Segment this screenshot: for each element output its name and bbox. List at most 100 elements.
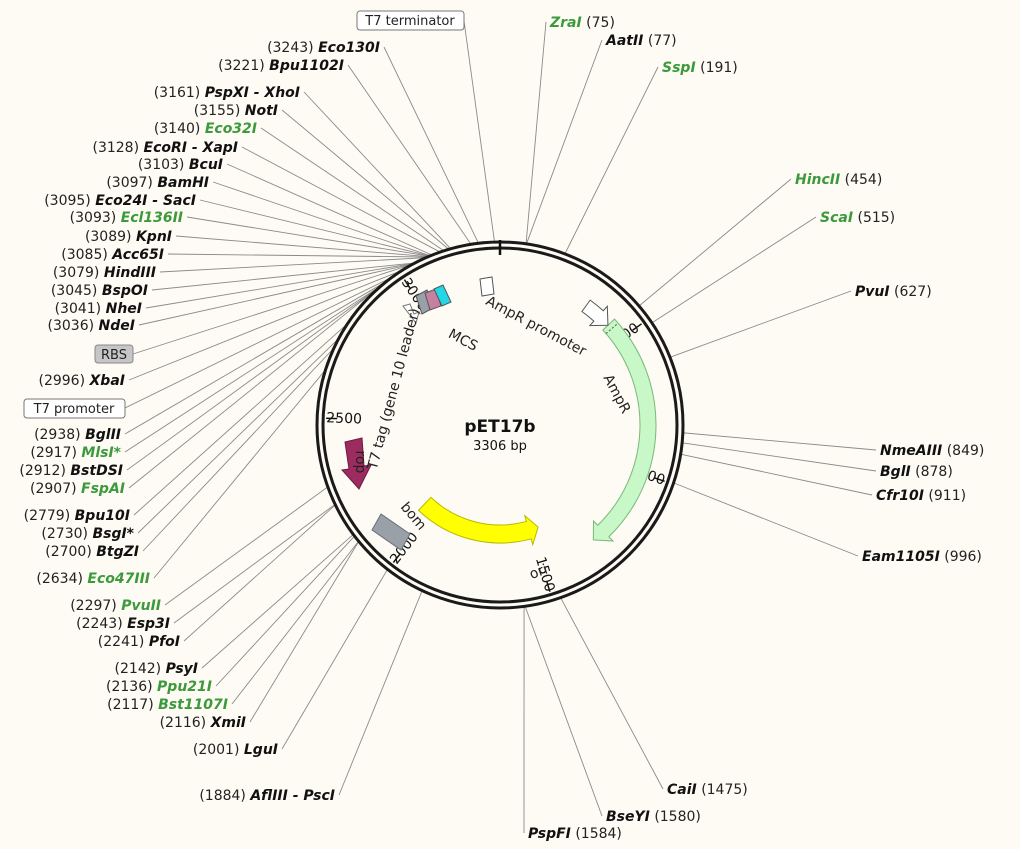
site-position: (3089) [85,229,132,245]
leader-line [186,216,428,257]
site-position: (3045) [51,283,98,299]
rop-label: rop [352,451,368,474]
site-cfr10i: Cfr10I (911) [876,488,966,504]
svg-text:(3036) NdeI: (3036) NdeI [48,318,135,334]
site-position: (2243) [76,616,123,632]
svg-text:(3161) PspXI - XhoI: (3161) PspXI - XhoI [154,85,300,101]
t7-terminator-box: T7 terminator [356,10,465,31]
rbs-label: RBS [101,348,127,363]
svg-text:(2938) BglII: (2938) BglII [34,427,121,443]
enzyme-name: AflIII - PscI [249,788,335,804]
site-position: (996) [944,549,982,565]
svg-text:(3140) Eco32I: (3140) Eco32I [154,121,257,137]
site-position: (3041) [55,301,102,317]
tick-mark [546,580,551,592]
tick-mark [392,553,401,563]
enzyme-name: AatII [605,33,643,49]
leader-line [241,146,440,252]
enzyme-name: LguI [244,742,278,758]
bom-feature [371,513,411,551]
site-position: (75) [586,15,615,31]
site-btgzi: (2700) BtgZI [45,544,139,560]
leader-line [564,66,659,254]
site-position: (2700) [45,544,92,560]
site-position: (2730) [41,526,88,542]
leader-line [670,290,852,358]
leader-line [652,216,817,323]
leader-line [167,253,425,258]
leader-line [142,349,333,552]
site-position: (849) [947,443,985,459]
svg-text:(2730) BsgI*: (2730) BsgI* [41,526,134,542]
site-position: (1884) [199,788,246,804]
site-zrai: ZraI (75) [549,15,615,31]
leader-line [132,265,408,355]
svg-text:NmeAIII (849): NmeAIII (849) [880,443,984,459]
tick-mark [403,279,412,290]
leader-line [128,291,374,489]
site-hincii: HincII (454) [795,172,882,188]
site-caii: CaiI (1475) [667,782,748,798]
site-eco47iii: (2634) Eco47III [36,571,150,587]
site-bcui: (3103) BcuI [138,157,223,173]
tick-mark [653,477,665,483]
site-position: (3095) [44,193,91,209]
leader-line [159,257,424,273]
site-ndei: (3036) NdeI [48,318,135,334]
svg-text:CaiI (1475): CaiI (1475) [667,782,748,798]
svg-text:(3128) EcoRI - XapI: (3128) EcoRI - XapI [92,140,238,156]
site-position: (2117) [107,697,154,713]
plasmid-size: 3306 bp [473,439,527,454]
enzyme-name: EcoRI - XapI [144,140,239,156]
leader-line [124,288,377,453]
leader-line [128,271,398,381]
enzyme-name: Bpu10I [75,508,130,524]
enzyme-name: MlsI* [81,445,121,461]
svg-text:(2142) PsyI: (2142) PsyI [115,661,198,677]
site-position: (2136) [106,679,153,695]
ampr-feature [592,318,657,542]
svg-text:(1884) AflIII - PscI: (1884) AflIII - PscI [199,788,335,804]
site-position: (1475) [701,782,748,798]
site-position: (2001) [193,742,240,758]
site-sspi: SspI (191) [662,60,738,76]
site-pspxi-xhoi: (3161) PspXI - XhoI [154,85,300,101]
site-nmeaiii: NmeAIII (849) [880,443,984,459]
svg-text:(3089) KpnI: (3089) KpnI [85,229,172,245]
svg-text:(3085) Acc65I: (3085) Acc65I [61,247,164,263]
svg-text:(3093) Ecl136II: (3093) Ecl136II [70,210,183,226]
leader-line [674,482,859,557]
svg-text:(3221) Bpu1102I: (3221) Bpu1102I [218,58,344,74]
site-nhei: (3041) NheI [55,301,142,317]
leader-line [201,534,353,669]
leader-line [124,278,388,409]
site-position: (77) [648,33,677,49]
site-position: (3161) [154,85,201,101]
svg-text:(2243) Esp3I: (2243) Esp3I [76,616,170,632]
site-ecori-xapi: (3128) EcoRI - XapI [92,140,238,156]
enzyme-name: BstDSI [70,463,123,479]
leader-line [338,591,423,796]
enzyme-name: Eco47III [87,571,150,587]
leader-line [153,371,325,579]
tick-label: 2500 [326,410,362,427]
site-bglii: (2938) BglII [34,427,121,443]
plasmid-name: pET17b [464,417,535,437]
leader-line [133,325,346,516]
site-kpni: (3089) KpnI [85,229,172,245]
leader-line [526,39,603,244]
site-position: (3155) [194,103,241,119]
svg-text:(3097) BamHI: (3097) BamHI [106,175,209,191]
site-position: (3036) [48,318,95,334]
enzyme-name: Eam1105I [862,549,940,565]
enzyme-name: Ecl136II [121,210,183,226]
site-bgli: BglI (878) [880,464,953,480]
leader-line [525,607,603,817]
enzyme-name: Bpu1102I [269,58,344,74]
enzyme-name: Esp3I [127,616,170,632]
site-eco24i-saci: (3095) Eco24I - SacI [44,193,196,209]
enzyme-name: BglII [85,427,121,443]
site-bamhi: (3097) BamHI [106,175,209,191]
site-aatii: AatII (77) [605,33,677,49]
site-bstdsi: (2912) BstDSI [19,463,123,479]
